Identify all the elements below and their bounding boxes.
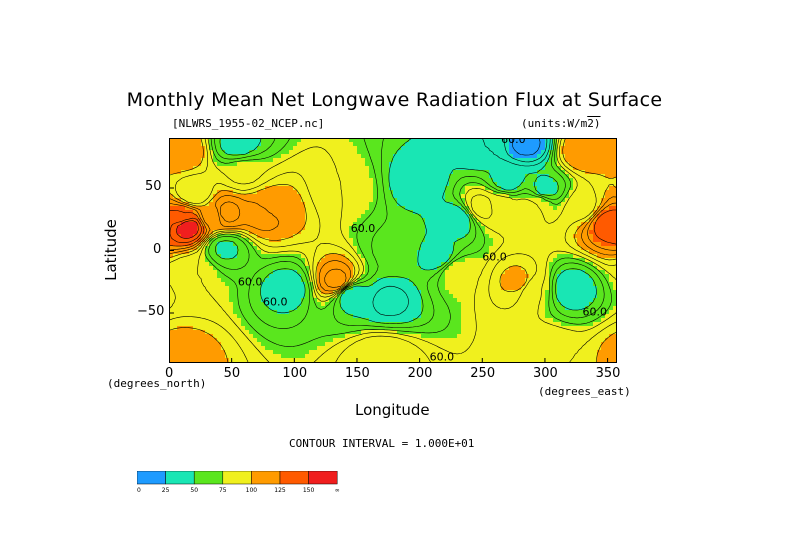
- contour-interval-label: CONTOUR INTERVAL = 1.000E+01: [289, 437, 475, 450]
- contour-label: 60.0: [430, 351, 455, 364]
- x-tick-label: 150: [344, 366, 370, 381]
- y-tick-label: 0: [153, 241, 162, 257]
- x-tick-label: 0: [165, 366, 174, 381]
- contour-label: 60.0: [238, 276, 263, 289]
- x-unit-label: (degrees_east): [538, 385, 631, 398]
- contour-map: 60.060.060.060.060.060.060.0: [169, 138, 617, 363]
- x-axis-label: Longitude: [355, 401, 430, 419]
- field-cells: [169, 138, 617, 363]
- colorbar-bin: [137, 471, 166, 485]
- colorbar-bin: [165, 471, 195, 485]
- contour-label: 60.0: [263, 296, 288, 309]
- x-tick-label: 250: [470, 366, 496, 381]
- colorbar-tick-label: 50: [190, 487, 198, 494]
- x-tick-label: 100: [282, 366, 308, 381]
- contour-label: 60.0: [583, 306, 608, 319]
- colorbar-tick-label: ∞: [335, 487, 340, 494]
- colorbar-tick-label: 150: [303, 487, 315, 494]
- colorbar-bin: [222, 471, 252, 485]
- colorbar-bin: [193, 471, 224, 485]
- colorbar-tick-label: 0: [137, 487, 141, 494]
- colorbar-tick-label: 100: [246, 487, 258, 494]
- x-tick-label: 200: [407, 366, 433, 381]
- y-tick-label: −50: [137, 304, 165, 319]
- x-tick-label: 350: [595, 366, 621, 381]
- colorbar-bin: [279, 471, 309, 485]
- colorbar: 0 25 50 75 100 125 150 ∞: [137, 471, 340, 494]
- colorbar-tick-label: 25: [162, 487, 170, 494]
- y-unit-label: (degrees_north): [107, 377, 207, 390]
- contour-label: 60.0: [351, 222, 376, 235]
- chart-title: Monthly Mean Net Longwave Radiation Flux…: [126, 89, 663, 111]
- contour-label: 60.0: [501, 138, 526, 146]
- contour-label: 60.0: [482, 251, 507, 264]
- colorbar-bin: [308, 471, 338, 485]
- units-label: (units:W/m2): [521, 117, 601, 130]
- colorbar-bin: [251, 471, 281, 485]
- colorbar-tick-label: 125: [274, 487, 286, 494]
- x-tick-label: 300: [532, 366, 558, 381]
- x-tick-label: 50: [223, 366, 241, 381]
- y-tick-label: 50: [145, 179, 162, 194]
- colorbar-tick-label: 75: [219, 487, 227, 494]
- y-axis-label: Latitude: [102, 219, 120, 281]
- file-label: [NLWRS_1955-02_NCEP.nc]: [172, 117, 325, 130]
